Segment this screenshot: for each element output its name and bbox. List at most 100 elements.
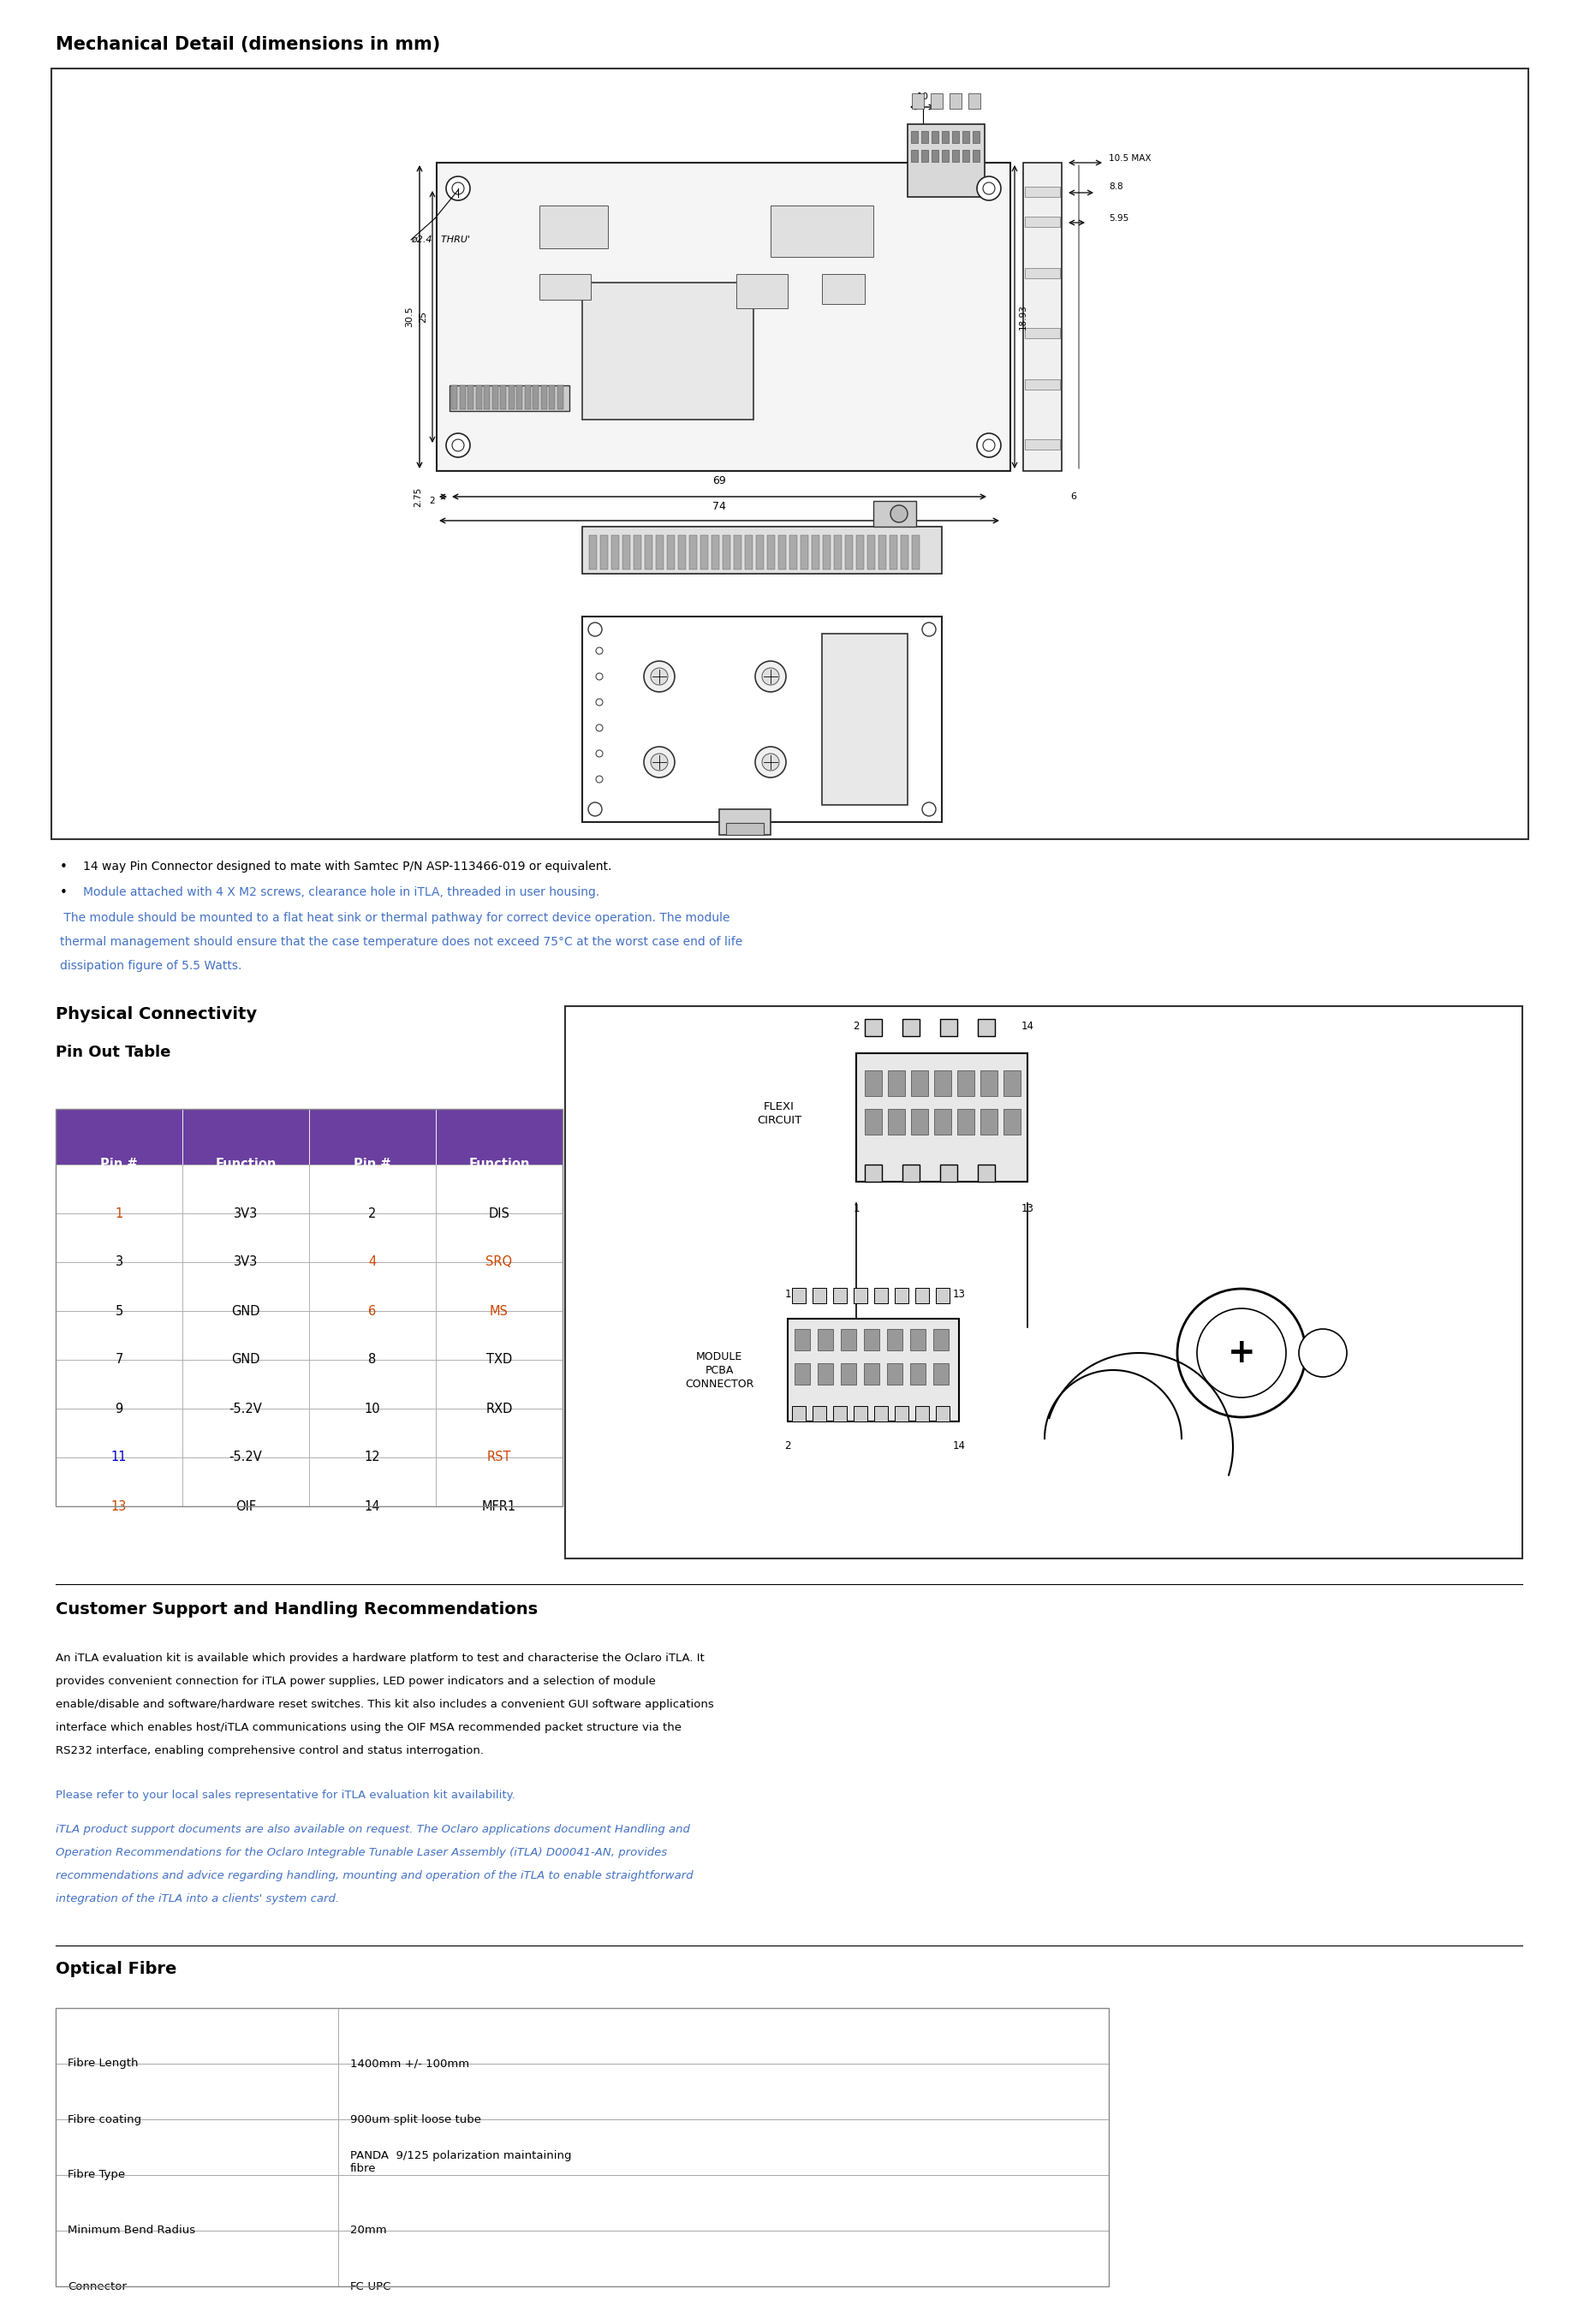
Bar <box>958 1071 974 1097</box>
Bar <box>980 1109 997 1134</box>
Bar <box>778 535 786 569</box>
Bar <box>500 386 507 409</box>
Bar <box>436 1408 562 1457</box>
Bar <box>903 1164 920 1181</box>
Bar <box>934 1109 952 1134</box>
Bar <box>516 386 522 409</box>
Bar <box>912 535 920 569</box>
Text: enable/disable and software/hardware reset switches. This kit also includes a co: enable/disable and software/hardware res… <box>55 1699 713 1710</box>
Text: TXD: TXD <box>486 1353 513 1367</box>
Bar <box>55 1164 183 1213</box>
Circle shape <box>977 177 1000 200</box>
Bar <box>863 1364 879 1385</box>
Bar <box>833 1287 847 1304</box>
Bar <box>933 1329 948 1350</box>
Bar <box>309 1360 436 1408</box>
Circle shape <box>1299 1329 1346 1376</box>
Bar <box>611 535 619 569</box>
Bar <box>183 1164 309 1213</box>
Circle shape <box>451 439 464 451</box>
Text: Function: Function <box>215 1157 276 1171</box>
Bar <box>484 386 489 409</box>
Text: The module should be mounted to a flat heat sink or thermal pathway for correct : The module should be mounted to a flat h… <box>60 911 731 925</box>
Text: MS: MS <box>489 1304 508 1318</box>
Text: PANDA  9/125 polarization maintaining: PANDA 9/125 polarization maintaining <box>350 2150 571 2161</box>
Bar <box>55 1262 183 1311</box>
Circle shape <box>596 648 603 655</box>
Bar <box>1024 267 1060 279</box>
Text: 14: 14 <box>1021 1020 1034 1032</box>
Bar <box>1024 216 1060 228</box>
Text: 18.93: 18.93 <box>1019 304 1027 330</box>
Bar <box>1004 1071 1021 1097</box>
Bar <box>582 616 942 823</box>
Text: 25: 25 <box>418 311 428 323</box>
Bar <box>822 634 907 804</box>
Text: integration of the iTLA into a clients' system card.: integration of the iTLA into a clients' … <box>55 1894 339 1903</box>
Bar <box>55 1213 183 1262</box>
Bar <box>936 1287 950 1304</box>
Bar <box>309 1457 436 1506</box>
Text: 1: 1 <box>115 1206 123 1220</box>
Bar <box>903 1018 920 1037</box>
Bar <box>841 1364 857 1385</box>
Bar <box>901 535 909 569</box>
Bar <box>942 149 948 163</box>
Bar <box>338 2231 1109 2287</box>
Bar <box>888 1109 906 1134</box>
Text: SRQ: SRQ <box>486 1255 513 1269</box>
Bar <box>309 1109 436 1164</box>
Text: thermal management should ensure that the case temperature does not exceed 75°C : thermal management should ensure that th… <box>60 937 743 948</box>
Bar <box>934 1071 952 1097</box>
Bar <box>800 535 808 569</box>
Bar <box>895 1287 909 1304</box>
Text: Fibre Type: Fibre Type <box>68 2168 125 2180</box>
Text: Pin #: Pin # <box>101 1157 137 1171</box>
Bar <box>723 535 731 569</box>
Bar <box>931 149 939 163</box>
Text: FLEXI
CIRCUIT: FLEXI CIRCUIT <box>757 1102 802 1125</box>
Text: 20mm: 20mm <box>350 2224 387 2236</box>
Bar <box>540 274 590 300</box>
Bar <box>846 535 852 569</box>
Bar <box>55 1109 183 1164</box>
Bar <box>745 535 753 569</box>
Bar <box>907 123 985 198</box>
Bar <box>952 149 959 163</box>
Bar <box>436 1457 562 1506</box>
Bar <box>656 535 664 569</box>
Bar <box>813 1406 827 1422</box>
Text: Module attached with 4 X M2 screws, clearance hole in iTLA, threaded in user hou: Module attached with 4 X M2 screws, clea… <box>84 885 600 899</box>
Text: 8.8: 8.8 <box>1109 181 1124 191</box>
Circle shape <box>596 674 603 681</box>
Bar <box>770 205 873 258</box>
Bar <box>940 1164 958 1181</box>
Bar <box>436 1213 562 1262</box>
Text: 2: 2 <box>368 1206 377 1220</box>
Bar <box>792 1287 806 1304</box>
Bar <box>833 1406 847 1422</box>
Bar <box>874 1287 888 1304</box>
Bar <box>589 535 596 569</box>
Bar <box>309 1408 436 1457</box>
Bar <box>565 1006 1523 1559</box>
Bar <box>795 1364 810 1385</box>
Bar <box>183 1262 309 1311</box>
Bar <box>183 1408 309 1457</box>
Bar <box>911 130 918 144</box>
Text: 9: 9 <box>115 1401 123 1415</box>
Bar <box>1024 379 1060 390</box>
Bar <box>492 386 499 409</box>
Text: interface which enables host/iTLA communications using the OIF MSA recommended p: interface which enables host/iTLA commun… <box>55 1722 682 1734</box>
Bar <box>795 1329 810 1350</box>
Text: Pin Out Table: Pin Out Table <box>55 1046 170 1060</box>
Bar <box>622 535 630 569</box>
Bar <box>55 2231 338 2287</box>
Bar <box>436 1360 562 1408</box>
Text: 13: 13 <box>953 1290 966 1299</box>
Bar <box>475 386 481 409</box>
Bar <box>55 2175 338 2231</box>
Bar <box>450 386 570 411</box>
Bar <box>52 67 1529 839</box>
Bar <box>183 1311 309 1360</box>
